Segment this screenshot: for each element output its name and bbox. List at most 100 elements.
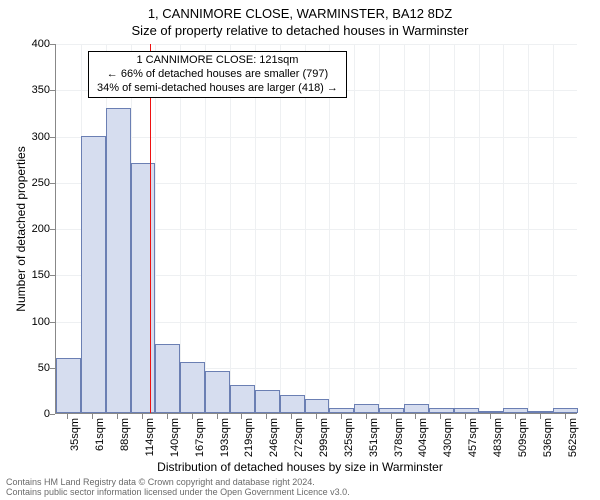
y-tick-mark (50, 44, 55, 45)
gridline-v (503, 44, 504, 413)
x-tick-mark (465, 414, 466, 419)
histogram-bar (81, 136, 106, 414)
histogram-bar (454, 408, 479, 413)
annotation-line-2: ← 66% of detached houses are smaller (79… (97, 68, 338, 82)
histogram-bar (56, 358, 81, 414)
x-tick-label: 351sqm (368, 418, 380, 457)
histogram-bar (354, 404, 379, 413)
gridline-v (404, 44, 405, 413)
y-tick-mark (50, 368, 55, 369)
gridline-v (379, 44, 380, 413)
x-tick-mark (217, 414, 218, 419)
y-tick-mark (50, 414, 55, 415)
x-tick-label: 536sqm (542, 418, 554, 457)
x-tick-label: 35sqm (69, 418, 81, 451)
annotation-line-3: 34% of semi-detached houses are larger (… (97, 82, 338, 96)
x-tick-mark (192, 414, 193, 419)
histogram-bar (329, 408, 354, 413)
gridline-v (205, 44, 206, 413)
x-tick-label: 430sqm (442, 418, 454, 457)
histogram-bar (180, 362, 205, 413)
reference-line (150, 44, 151, 413)
histogram-bar (205, 371, 230, 413)
x-tick-label: 457sqm (467, 418, 479, 457)
title-line-2: Size of property relative to detached ho… (0, 23, 600, 38)
gridline-v (528, 44, 529, 413)
x-tick-label: 88sqm (119, 418, 131, 451)
x-tick-label: 167sqm (194, 418, 206, 457)
histogram-bar (230, 385, 255, 413)
gridline-v (230, 44, 231, 413)
histogram-bar (503, 408, 528, 413)
histogram-bar (479, 411, 504, 413)
x-tick-label: 114sqm (144, 418, 156, 456)
y-tick-label: 150 (10, 269, 50, 281)
x-tick-label: 562sqm (567, 418, 579, 457)
y-tick-mark (50, 322, 55, 323)
footer-attribution: Contains HM Land Registry data © Crown c… (6, 478, 594, 498)
gridline-v (354, 44, 355, 413)
y-tick-label: 200 (10, 223, 50, 235)
histogram-bar (429, 408, 454, 413)
histogram-bar (528, 411, 553, 413)
histogram-bar (553, 408, 578, 413)
histogram-bar (280, 395, 305, 414)
x-tick-label: 61sqm (94, 418, 106, 451)
histogram-bar (155, 344, 180, 413)
x-tick-label: 509sqm (517, 418, 529, 457)
x-tick-label: 378sqm (393, 418, 405, 457)
gridline-v (305, 44, 306, 413)
x-tick-mark (316, 414, 317, 419)
histogram-bar (404, 404, 429, 413)
y-tick-mark (50, 183, 55, 184)
y-tick-label: 100 (10, 316, 50, 328)
x-tick-mark (167, 414, 168, 419)
gridline-v (280, 44, 281, 413)
x-axis-label: Distribution of detached houses by size … (0, 460, 600, 474)
footer-line-2: Contains public sector information licen… (6, 488, 594, 498)
gridline-v (553, 44, 554, 413)
x-tick-mark (366, 414, 367, 419)
x-tick-label: 325sqm (343, 418, 355, 457)
x-tick-label: 219sqm (243, 418, 255, 457)
y-tick-mark (50, 137, 55, 138)
x-tick-mark (515, 414, 516, 419)
y-tick-label: 50 (10, 362, 50, 374)
y-tick-label: 350 (10, 84, 50, 96)
gridline-v (429, 44, 430, 413)
x-tick-label: 246sqm (268, 418, 280, 457)
gridline-v (180, 44, 181, 413)
histogram-bar (106, 108, 131, 413)
y-tick-label: 400 (10, 38, 50, 50)
y-tick-mark (50, 275, 55, 276)
gridline-h (56, 44, 577, 45)
histogram-bar (305, 399, 330, 413)
x-tick-mark (291, 414, 292, 419)
x-tick-label: 140sqm (169, 418, 181, 457)
title-line-1: 1, CANNIMORE CLOSE, WARMINSTER, BA12 8DZ (0, 6, 600, 21)
plot-area (55, 44, 577, 414)
y-tick-label: 300 (10, 131, 50, 143)
x-tick-label: 272sqm (293, 418, 305, 457)
y-tick-label: 0 (10, 408, 50, 420)
chart-container: 1, CANNIMORE CLOSE, WARMINSTER, BA12 8DZ… (0, 0, 600, 500)
histogram-bar (131, 163, 156, 413)
histogram-bar (379, 408, 404, 413)
x-tick-mark (341, 414, 342, 419)
gridline-v (454, 44, 455, 413)
x-tick-label: 404sqm (417, 418, 429, 457)
histogram-bar (255, 390, 280, 413)
x-tick-label: 193sqm (219, 418, 231, 457)
x-tick-mark (391, 414, 392, 419)
x-tick-mark (565, 414, 566, 419)
annotation-line-1: 1 CANNIMORE CLOSE: 121sqm (97, 54, 338, 68)
gridline-v (329, 44, 330, 413)
x-tick-mark (117, 414, 118, 419)
gridline-h (56, 137, 577, 138)
annotation-box: 1 CANNIMORE CLOSE: 121sqm← 66% of detach… (88, 51, 347, 98)
y-tick-label: 250 (10, 177, 50, 189)
x-tick-label: 299sqm (318, 418, 330, 457)
gridline-v (255, 44, 256, 413)
x-tick-mark (142, 414, 143, 419)
y-tick-mark (50, 90, 55, 91)
